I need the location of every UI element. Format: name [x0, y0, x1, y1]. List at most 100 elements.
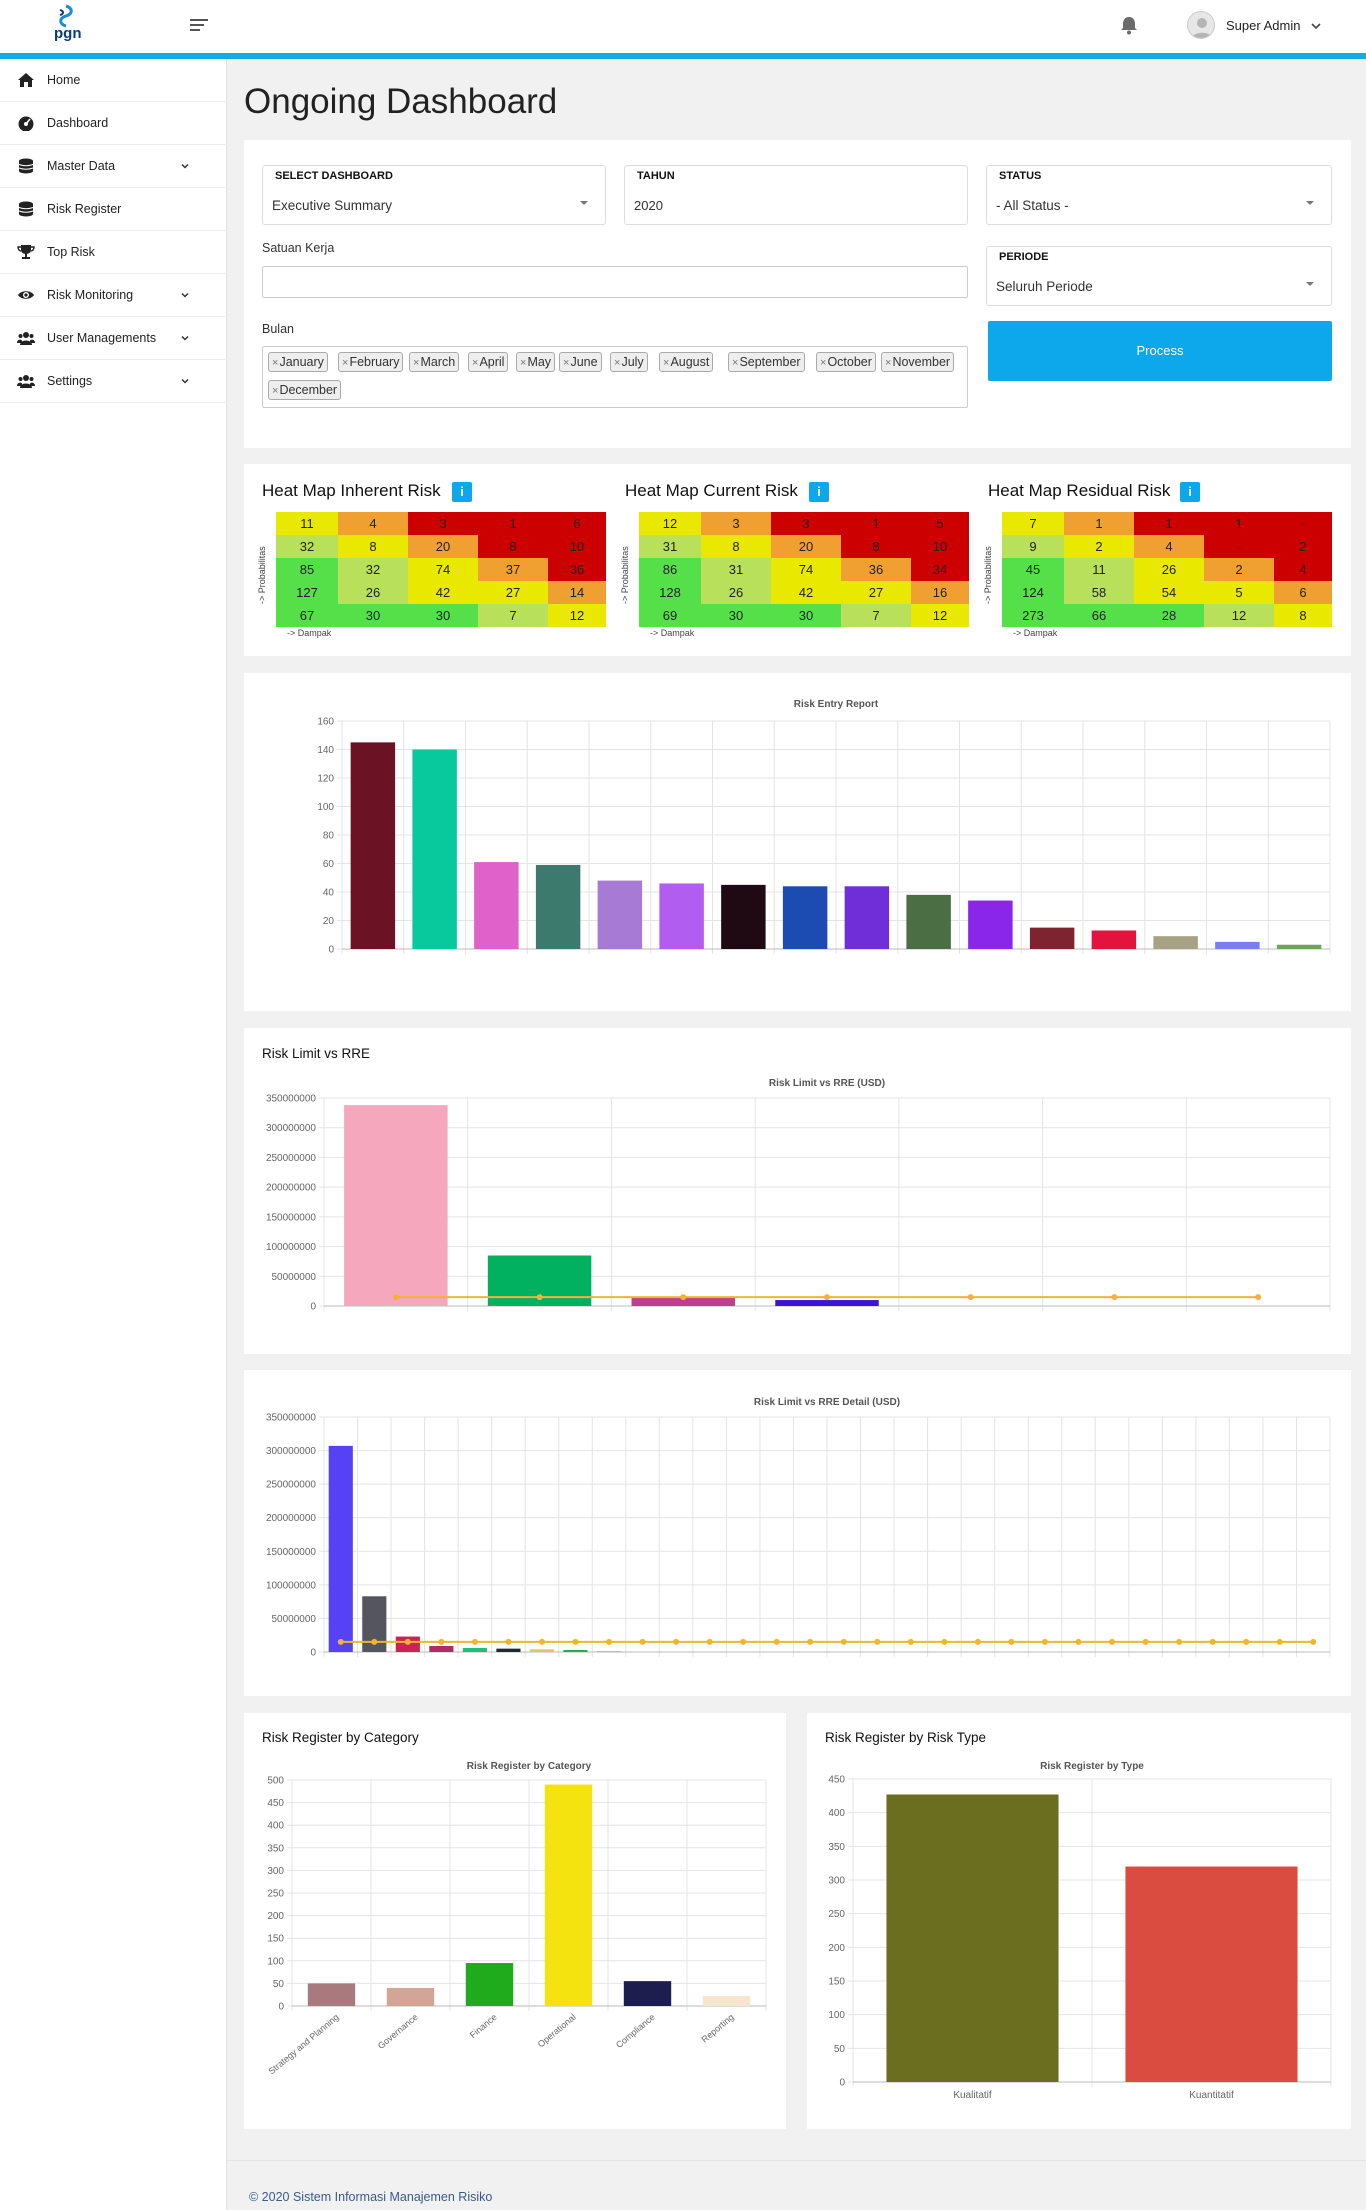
heatmap-cell[interactable]: 8	[338, 535, 408, 558]
heatmap-cell[interactable]: 28	[1134, 604, 1204, 627]
heatmap-cell[interactable]: 31	[639, 535, 701, 558]
user-avatar[interactable]	[1187, 11, 1215, 39]
heatmap-cell[interactable]: 11	[1064, 558, 1134, 581]
chart-bar[interactable]	[529, 1649, 555, 1652]
heatmap-cell[interactable]: 27	[841, 581, 911, 604]
heatmap-cell[interactable]: 3	[408, 512, 478, 535]
heatmap-cell[interactable]: 4	[1134, 535, 1204, 558]
heatmap-cell[interactable]: 1	[1064, 512, 1134, 535]
heatmap-cell[interactable]: 42	[771, 581, 841, 604]
heatmap-cell[interactable]: 36	[548, 558, 606, 581]
month-tag[interactable]: ×July	[610, 352, 648, 372]
heatmap-cell[interactable]: 1	[478, 512, 548, 535]
chart-bar[interactable]	[1029, 927, 1075, 949]
remove-tag-icon[interactable]: ×	[413, 357, 420, 369]
heatmap-cell[interactable]: 20	[771, 535, 841, 558]
heatmap-cell[interactable]: 30	[771, 604, 841, 627]
heatmap-cell[interactable]: 7	[1002, 512, 1064, 535]
chart-bar[interactable]	[429, 1645, 454, 1652]
heatmap-cell[interactable]: 1	[1134, 512, 1204, 535]
chart-bar[interactable]	[906, 894, 951, 949]
sidebar-item-user-managements[interactable]: User Managements	[0, 317, 227, 360]
chart-bar[interactable]	[544, 1784, 593, 2006]
remove-tag-icon[interactable]: ×	[663, 357, 670, 369]
chart-bar[interactable]	[344, 1105, 448, 1306]
heatmap-cell[interactable]: 2	[1204, 558, 1274, 581]
chart-bar[interactable]	[721, 884, 766, 949]
remove-tag-icon[interactable]: ×	[885, 357, 892, 369]
heatmap-cell[interactable]: 30	[408, 604, 478, 627]
remove-tag-icon[interactable]: ×	[732, 357, 739, 369]
sidebar-item-settings[interactable]: Settings	[0, 360, 227, 403]
satuan-kerja-input[interactable]	[262, 266, 968, 298]
chart-bar[interactable]	[1153, 936, 1198, 949]
info-icon[interactable]: i	[1180, 482, 1200, 502]
heatmap-cell[interactable]: 4	[1274, 558, 1332, 581]
heatmap-cell[interactable]: 12	[1204, 604, 1274, 627]
heatmap-cell[interactable]: 66	[1064, 604, 1134, 627]
heatmap-cell[interactable]: 2	[1274, 535, 1332, 558]
month-tag[interactable]: ×September	[728, 352, 805, 372]
heatmap-cell[interactable]: 7	[841, 604, 911, 627]
heatmap-cell[interactable]: 124	[1002, 581, 1064, 604]
heatmap-cell[interactable]: 1	[841, 512, 911, 535]
heatmap-cell[interactable]: 34	[911, 558, 969, 581]
heatmap-cell[interactable]: 37	[478, 558, 548, 581]
remove-tag-icon[interactable]: ×	[472, 357, 479, 369]
chart-bar[interactable]	[307, 1983, 356, 2006]
heatmap-cell[interactable]: 32	[338, 558, 408, 581]
chart-bar[interactable]	[1091, 930, 1137, 949]
heatmap-cell[interactable]: 30	[338, 604, 408, 627]
heatmap-cell[interactable]: 16	[911, 581, 969, 604]
sidebar-item-dashboard[interactable]: Dashboard	[0, 102, 227, 145]
chart-bar[interactable]	[465, 1963, 514, 2006]
remove-tag-icon[interactable]: ×	[820, 357, 827, 369]
heatmap-cell[interactable]: 3	[701, 512, 771, 535]
heatmap-cell[interactable]: 2	[1064, 535, 1134, 558]
heatmap-cell[interactable]: 27	[478, 581, 548, 604]
month-tag[interactable]: ×June	[559, 352, 602, 372]
chart-bar[interactable]	[350, 742, 396, 949]
chart-bar[interactable]	[597, 880, 643, 949]
heatmap-cell[interactable]: 30	[701, 604, 771, 627]
heatmap-cell[interactable]: 4	[338, 512, 408, 535]
heatmap-cell[interactable]: 7	[478, 604, 548, 627]
heatmap-cell[interactable]: 42	[408, 581, 478, 604]
month-tag[interactable]: ×October	[816, 352, 876, 372]
heatmap-cell[interactable]: 6	[1274, 581, 1332, 604]
month-tag[interactable]: ×January	[268, 352, 328, 372]
month-tag[interactable]: ×November	[881, 352, 955, 372]
month-tag[interactable]: ×August	[659, 352, 714, 372]
heatmap-cell[interactable]: 8	[841, 535, 911, 558]
sidebar-item-top-risk[interactable]: Top Risk	[0, 231, 227, 274]
chart-bar[interactable]	[386, 1987, 435, 2006]
heatmap-cell[interactable]: 273	[1002, 604, 1064, 627]
heatmap-cell[interactable]: -	[1204, 535, 1274, 558]
heatmap-cell[interactable]: 32	[276, 535, 338, 558]
remove-tag-icon[interactable]: ×	[520, 357, 527, 369]
remove-tag-icon[interactable]: ×	[563, 357, 570, 369]
chart-bar[interactable]	[659, 883, 704, 949]
heatmap-cell[interactable]: 74	[771, 558, 841, 581]
chart-bar[interactable]	[474, 862, 519, 949]
bulan-multiselect[interactable]: ×January ×February ×March ×April ×May ×J…	[262, 346, 968, 408]
remove-tag-icon[interactable]: ×	[342, 357, 349, 369]
info-icon[interactable]: i	[452, 482, 472, 502]
heatmap-cell[interactable]: 8	[478, 535, 548, 558]
remove-tag-icon[interactable]: ×	[272, 357, 279, 369]
chart-bar[interactable]	[968, 900, 1013, 949]
heatmap-cell[interactable]: 69	[639, 604, 701, 627]
chart-bar[interactable]	[563, 1649, 588, 1652]
process-button[interactable]: Process	[988, 321, 1332, 381]
heatmap-cell[interactable]: 20	[408, 535, 478, 558]
month-tag[interactable]: ×April	[468, 352, 509, 372]
heatmap-cell[interactable]: 127	[276, 581, 338, 604]
info-icon[interactable]: i	[809, 482, 829, 502]
chevron-down-icon[interactable]	[1310, 20, 1322, 32]
status-dropdown[interactable]: STATUS - All Status -	[986, 165, 1332, 225]
month-tag[interactable]: ×March	[409, 352, 460, 372]
heatmap-cell[interactable]: 12	[911, 604, 969, 627]
chart-bar[interactable]	[496, 1648, 521, 1652]
sidebar-item-risk-monitoring[interactable]: Risk Monitoring	[0, 274, 227, 317]
chart-bar[interactable]	[328, 1445, 353, 1652]
